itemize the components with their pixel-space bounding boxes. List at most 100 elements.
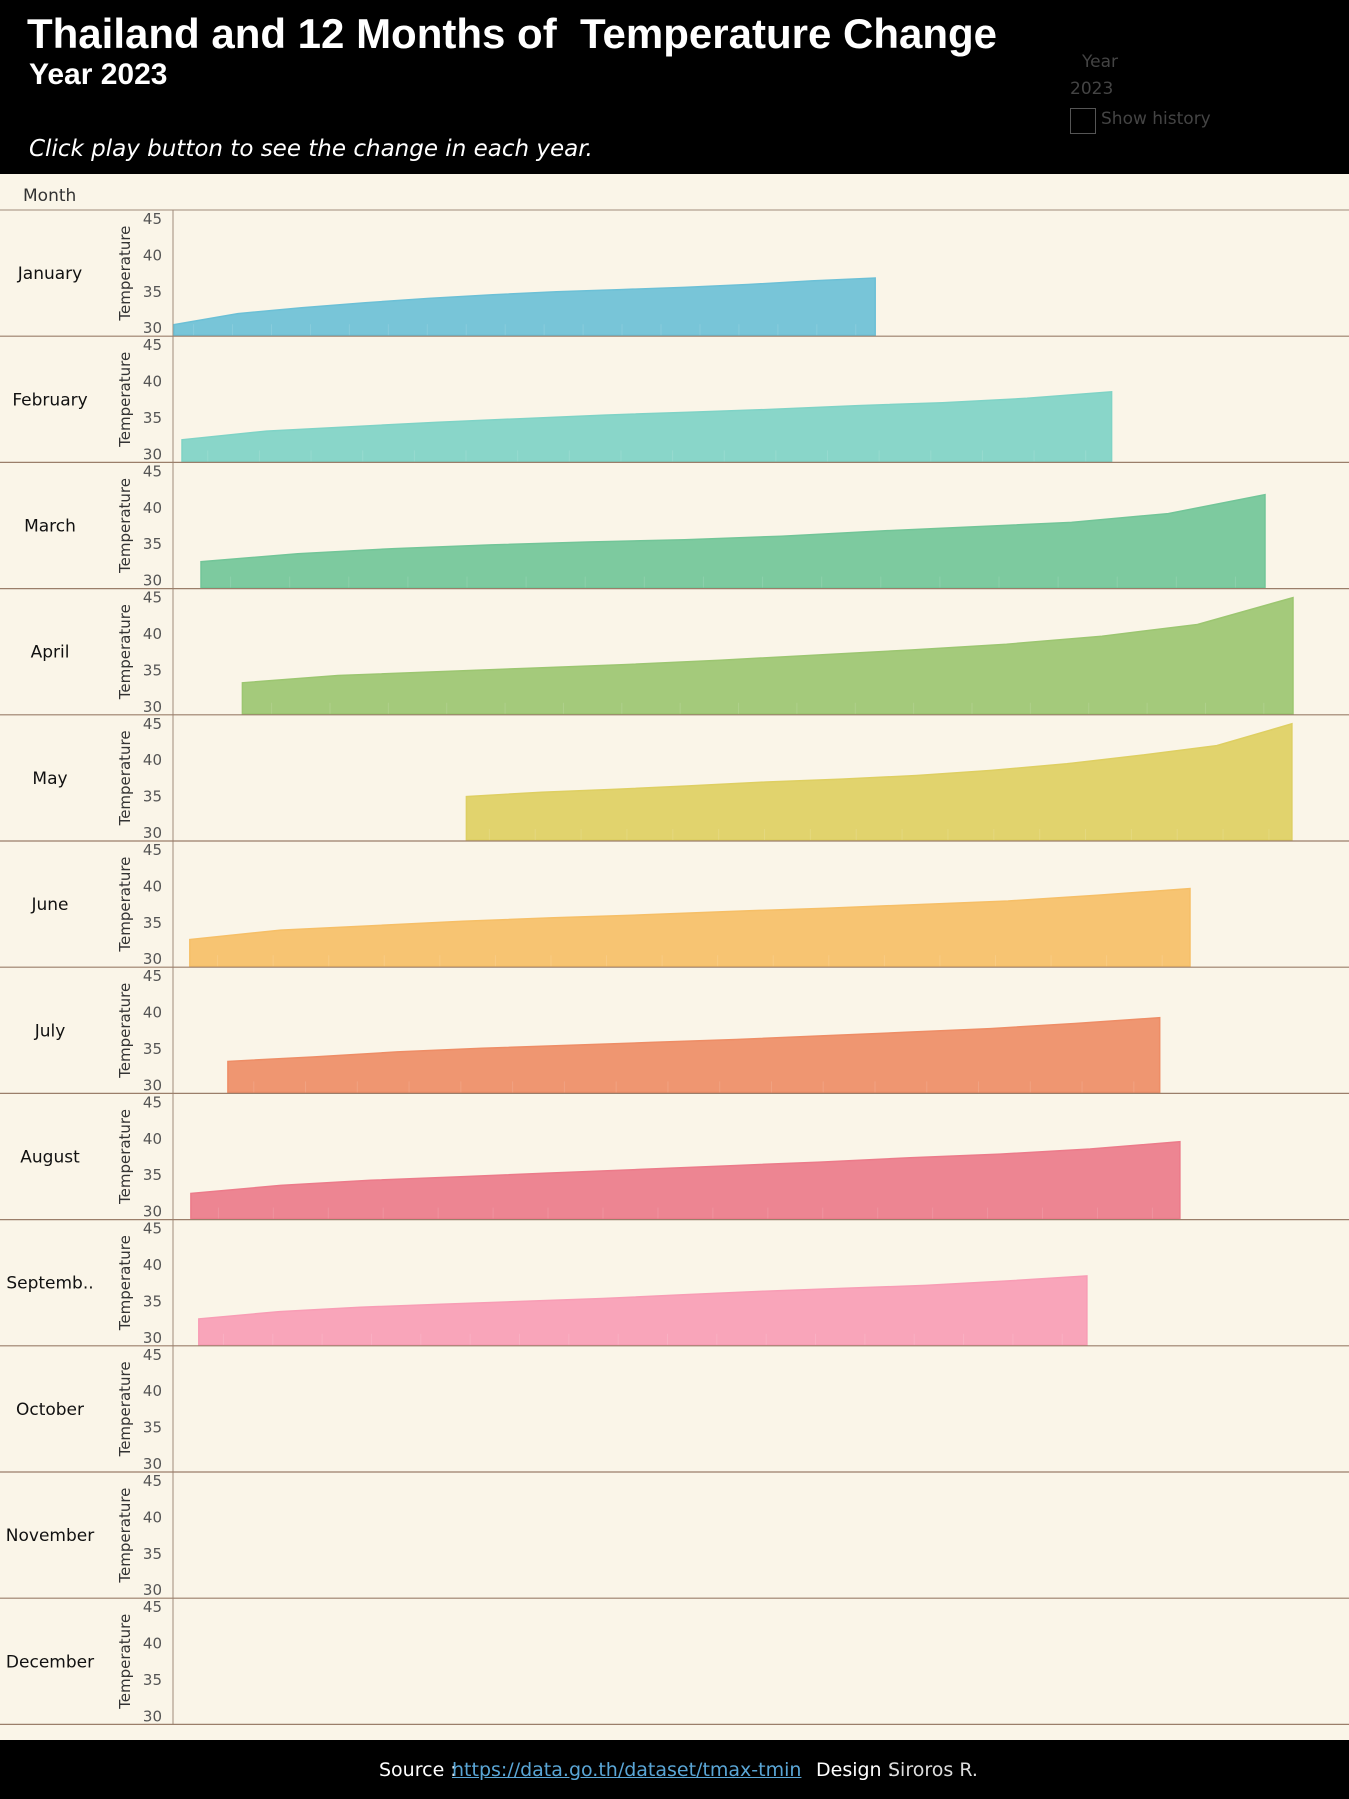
month-column-header: Month [23,186,77,206]
month-label: December [6,1652,94,1672]
y-tick-label: 40 [143,751,162,769]
month-label: November [6,1526,94,1546]
y-tick-label: 45 [143,1220,162,1238]
temperature-area[interactable] [227,1016,1161,1094]
y-tick-label: 30 [143,319,162,337]
footer-bar: Source : https://data.go.th/dataset/tmax… [0,1740,1349,1799]
temperature-chart: January Temperature 30 35 40 45 February Temper… [0,209,1349,1725]
dashboard-subtitle: Year 2023 [29,58,168,91]
y-tick-label: 35 [143,1671,162,1689]
y-axis-title: Temperature [116,1361,134,1457]
y-tick-label: 45 [143,715,162,733]
y-tick-label: 45 [143,841,162,859]
y-tick-label: 35 [143,535,162,553]
temperature-area[interactable] [465,722,1293,841]
month-row-june: June Temperature 30 35 40 45 [0,841,1349,968]
month-row-november: November Temperature 30 35 40 45 [0,1472,1349,1599]
y-tick-label: 40 [143,246,162,264]
y-axis-title: Temperature [116,1488,134,1584]
y-tick-label: 30 [143,1329,162,1347]
y-tick-label: 30 [143,950,162,968]
header-bar: Thailand and 12 Months of Temperature Ch… [0,0,1349,174]
year-filter-value[interactable]: 2023 [1070,79,1114,99]
y-axis-title: Temperature [116,1614,134,1710]
y-axis-title: Temperature [116,352,134,448]
month-label: March [24,517,76,537]
month-row-december: December Temperature 30 35 40 45 [0,1598,1349,1725]
temperature-area[interactable] [198,1275,1088,1346]
temperature-area[interactable] [200,493,1266,589]
y-tick-label: 45 [143,1472,162,1490]
y-tick-label: 30 [143,1203,162,1221]
y-tick-label: 45 [143,1346,162,1364]
y-tick-label: 40 [143,1256,162,1274]
y-tick-label: 30 [143,1581,162,1599]
y-tick-label: 45 [143,210,162,228]
y-tick-label: 40 [143,1635,162,1653]
month-label: October [16,1400,84,1420]
show-history-label[interactable]: Show history [1101,109,1211,129]
y-tick-label: 30 [143,572,162,590]
y-tick-label: 45 [143,336,162,354]
y-tick-label: 35 [143,1040,162,1058]
y-tick-label: 40 [143,1130,162,1148]
y-tick-label: 40 [143,1004,162,1022]
y-tick-label: 35 [143,1166,162,1184]
temperature-area[interactable] [189,887,1191,967]
y-tick-label: 40 [143,625,162,643]
month-label: July [34,1021,66,1041]
temperature-area[interactable] [190,1140,1181,1220]
month-label: January [17,264,82,284]
month-label: June [30,895,68,915]
month-label: Septemb.. [6,1274,93,1294]
y-tick-label: 35 [143,409,162,427]
month-row-septemb: Septemb.. Temperature 30 35 40 45 [0,1220,1349,1347]
month-label: May [32,769,67,789]
month-label: August [20,1148,80,1168]
y-tick-label: 45 [143,967,162,985]
instruction-text: Click play button to see the change in e… [29,136,593,162]
y-axis-title: Temperature [116,604,134,700]
show-history-checkbox[interactable] [1070,108,1096,134]
month-row-january: January Temperature 30 35 40 45 [0,210,1349,337]
month-row-april: April Temperature 30 35 40 45 [0,589,1349,716]
y-axis-title: Temperature [116,478,134,574]
y-tick-label: 30 [143,1076,162,1094]
designer-name: Siroros R. [888,1759,978,1781]
y-tick-label: 45 [143,1598,162,1616]
y-tick-label: 30 [143,698,162,716]
y-tick-label: 40 [143,877,162,895]
month-row-may: May Temperature 30 35 40 45 [0,715,1349,842]
y-tick-label: 40 [143,1508,162,1526]
y-tick-label: 40 [143,373,162,391]
y-tick-label: 35 [143,788,162,806]
month-row-july: July Temperature 30 35 40 45 [0,967,1349,1094]
y-tick-label: 35 [143,1419,162,1437]
y-axis-title: Temperature [116,730,134,826]
y-axis-title: Temperature [116,226,134,322]
y-tick-label: 45 [143,462,162,480]
y-tick-label: 45 [143,589,162,607]
dashboard-title: Thailand and 12 Months of Temperature Ch… [27,10,997,57]
source-link[interactable]: https://data.go.th/dataset/tmax-tmin [452,1759,802,1781]
y-tick-label: 30 [143,445,162,463]
y-axis-title: Temperature [116,1235,134,1331]
y-tick-label: 30 [143,1707,162,1725]
month-row-october: October Temperature 30 35 40 45 [0,1346,1349,1473]
y-axis-title: Temperature [116,857,134,953]
temperature-area[interactable] [173,277,876,336]
month-row-august: August Temperature 30 35 40 45 [0,1093,1349,1221]
y-tick-label: 45 [143,1093,162,1111]
y-axis-title: Temperature [116,983,134,1079]
y-tick-label: 35 [143,661,162,679]
temperature-area[interactable] [181,390,1113,463]
temperature-area[interactable] [241,596,1294,715]
y-tick-label: 35 [143,1545,162,1563]
month-row-february: February Temperature 30 35 40 45 [0,336,1349,463]
y-tick-label: 35 [143,283,162,301]
y-tick-label: 40 [143,1382,162,1400]
month-row-march: March Temperature 30 35 40 45 [0,462,1349,590]
source-prefix: Source : [379,1759,457,1781]
y-axis-title: Temperature [116,1109,134,1205]
design-prefix: Design : [816,1759,895,1781]
